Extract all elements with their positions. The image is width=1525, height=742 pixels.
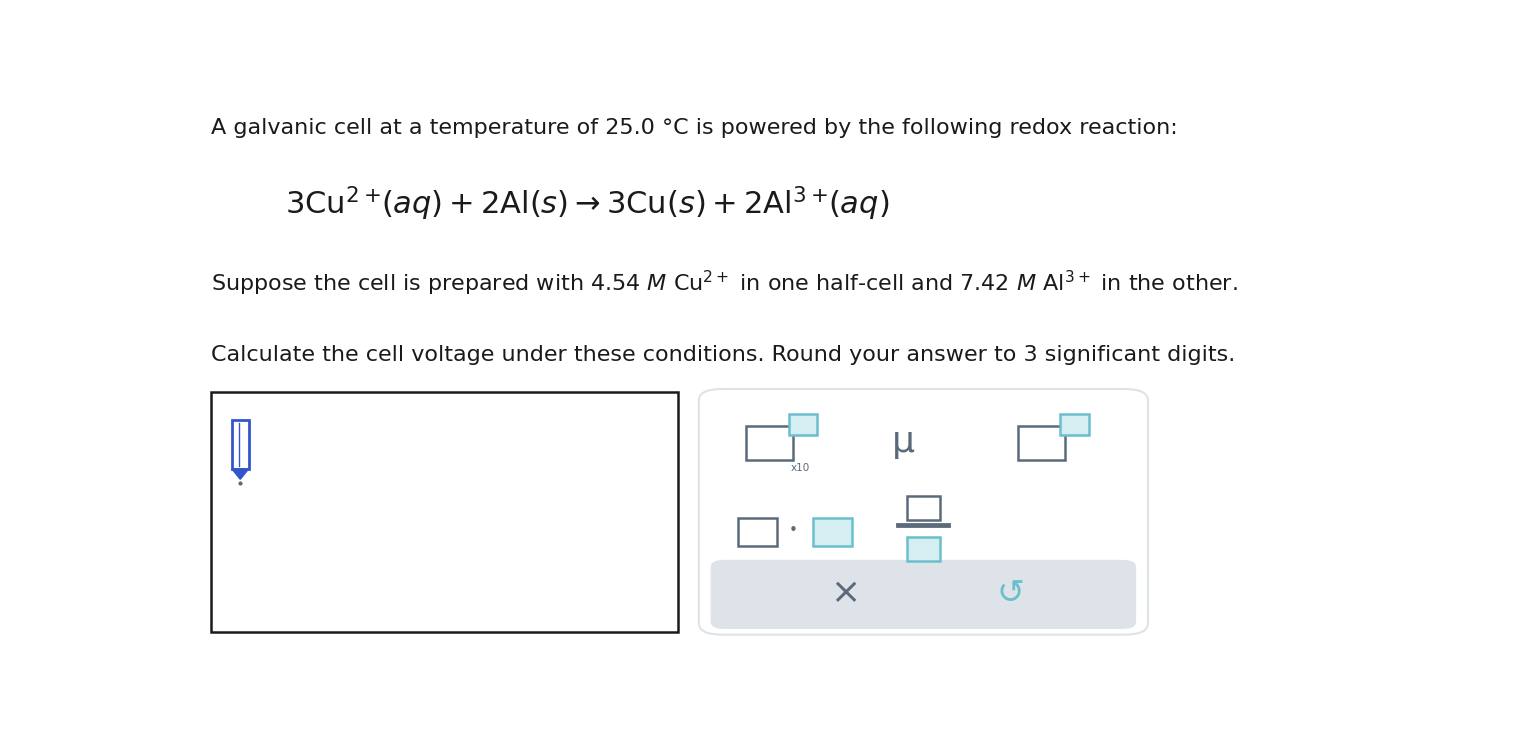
Text: Calculate the cell voltage under these conditions. Round your answer to 3 signif: Calculate the cell voltage under these c… — [210, 345, 1235, 365]
FancyBboxPatch shape — [1060, 414, 1089, 435]
Text: •: • — [788, 522, 798, 538]
FancyBboxPatch shape — [210, 392, 677, 632]
Text: A galvanic cell at a temperature of 25.0 °C is powered by the following redox re: A galvanic cell at a temperature of 25.0… — [210, 117, 1177, 137]
Text: $3\mathrm{Cu}^{2+}\!(\mathit{aq})+2\mathrm{Al}(\mathit{s})\rightarrow 3\mathrm{C: $3\mathrm{Cu}^{2+}\!(\mathit{aq})+2\math… — [285, 184, 889, 223]
FancyBboxPatch shape — [232, 421, 249, 469]
FancyBboxPatch shape — [813, 518, 852, 545]
Text: ↺: ↺ — [997, 577, 1025, 610]
Text: Suppose the cell is prepared with 4.54 $\mathit{M}$ Cu$^{2+}$ in one half-cell a: Suppose the cell is prepared with 4.54 $… — [210, 269, 1237, 298]
Text: ×: × — [830, 577, 860, 610]
FancyBboxPatch shape — [746, 426, 793, 460]
FancyBboxPatch shape — [698, 389, 1148, 634]
FancyBboxPatch shape — [1017, 426, 1064, 460]
FancyBboxPatch shape — [907, 496, 939, 520]
FancyBboxPatch shape — [738, 518, 778, 545]
Text: μ: μ — [892, 424, 915, 459]
Polygon shape — [232, 469, 249, 479]
Text: x10: x10 — [791, 463, 810, 473]
FancyBboxPatch shape — [788, 414, 817, 435]
FancyBboxPatch shape — [711, 559, 1136, 629]
FancyBboxPatch shape — [907, 537, 939, 561]
